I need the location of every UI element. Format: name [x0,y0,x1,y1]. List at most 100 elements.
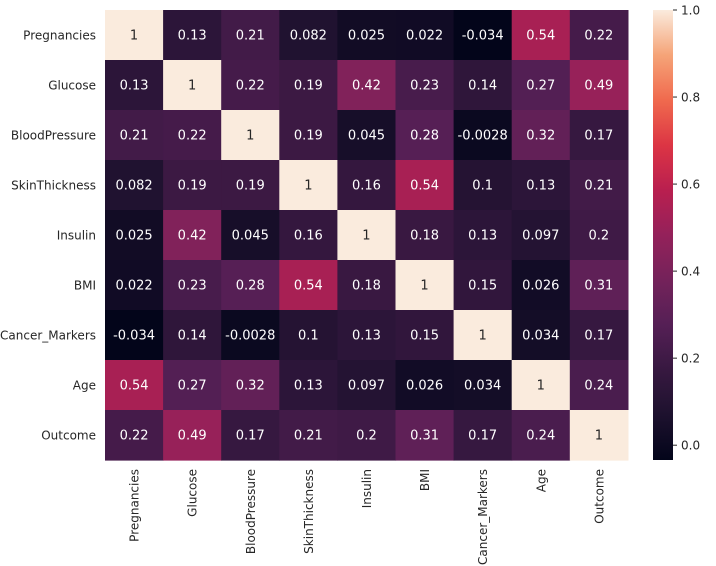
heatmap-cell [395,310,455,361]
heatmap-cell [569,60,629,111]
colorbar-tick-label: 0.0 [681,439,700,453]
y-axis-tick-labels: Pregnancies Glucose BloodPressure SkinThick… [0,29,96,443]
heatmap-cell [279,110,338,161]
cell-value-label: 0.24 [584,379,613,394]
heatmap-cell [105,410,164,461]
heatmap-cell [279,310,338,361]
cell-value-label: 0.034 [522,329,559,344]
heatmap-cell [105,160,164,211]
colorbar-tick-label: 0.8 [681,91,700,105]
cell-value-label: 0.045 [232,229,269,244]
heatmap-cell [163,160,222,211]
y-tick-label: SkinThickness [11,179,96,193]
heatmap-cell [569,410,629,461]
heatmap-cell [163,10,222,61]
cell-value-label: 0.17 [584,329,613,344]
y-tick-label: Outcome [41,429,96,443]
cell-value-label: 0.54 [526,29,555,44]
x-tick-label: BloodPressure [244,469,258,554]
heatmap-cell [279,160,338,211]
cell-value-label: 0.23 [178,279,207,294]
heatmap-cell [163,60,222,111]
heatmap-cell [279,410,338,461]
heatmap-cell [337,160,397,211]
cell-value-label: 0.27 [178,379,207,394]
cell-value-label: 0.27 [526,79,555,94]
heatmap-cell [395,160,455,211]
heatmap-cell [221,310,280,361]
cell-value-label: 0.32 [526,129,555,144]
cell-value-label: 0.21 [584,179,613,194]
y-tick-label: Insulin [57,229,96,243]
heatmap-cell [395,360,455,411]
heatmap-cell [105,110,164,161]
cell-value-label: 0.24 [526,429,555,444]
cell-value-label: 0.19 [294,79,323,94]
cell-value-label: 0.22 [236,79,265,94]
heatmap-annotations: 1 0.13 0.21 0.082 0.025 0.022 -0.034 0.54 0.220.… [113,29,613,444]
cell-value-label: 0.18 [352,279,381,294]
cell-value-label: 0.42 [352,79,381,94]
heatmap-cell [221,110,280,161]
heatmap-cell [395,110,455,161]
heatmap-cell [221,60,280,111]
cell-value-label: -0.034 [462,29,504,44]
heatmap-cell [279,60,338,111]
cell-value-label: 0.54 [410,179,439,194]
cell-value-label: 0.13 [294,379,323,394]
cell-value-label: 0.025 [115,229,152,244]
cell-value-label: 0.2 [356,429,377,444]
cell-value-label: 0.15 [468,279,497,294]
cell-value-label: 0.097 [522,229,559,244]
heatmap-cells [105,10,629,461]
cell-value-label: 0.19 [236,179,265,194]
heatmap-cell [511,210,571,261]
x-tick-label: Pregnancies [128,469,142,542]
heatmap-cell [511,360,571,411]
cell-value-label: 0.31 [584,279,613,294]
heatmap-cell [105,60,164,111]
cell-value-label: 0.32 [236,379,265,394]
cell-value-label: 0.2 [589,229,610,244]
y-tick-label: Age [73,379,96,393]
x-tick-label: Insulin [360,469,374,508]
colorbar: 0.0 0.2 0.4 0.6 0.8 1.0 [653,4,700,460]
cell-value-label: 1 [304,179,312,194]
heatmap-cell [163,410,222,461]
y-tick-label: Cancer_Markers [0,329,96,343]
heatmap-cell [511,310,571,361]
cell-value-label: 0.1 [298,329,319,344]
heatmap-cell [569,110,629,161]
heatmap-cell [453,60,513,111]
heatmap-cell [105,210,164,261]
heatmap-cell [105,260,164,311]
heatmap-cell [511,260,571,311]
y-tick-label: Pregnancies [23,29,96,43]
heatmap-cell [395,210,455,261]
colorbar-tick-label: 0.2 [681,352,700,366]
heatmap-cell [569,210,629,261]
cell-value-label: 0.22 [120,429,149,444]
colorbar-ticks: 0.0 0.2 0.4 0.6 0.8 1.0 [673,4,700,453]
cell-value-label: 1 [188,79,196,94]
cell-value-label: 0.17 [236,429,265,444]
cell-value-label: 0.18 [410,229,439,244]
cell-value-label: 1 [595,429,603,444]
heatmap-cell [163,260,222,311]
heatmap-cell [453,210,513,261]
cell-value-label: 0.17 [468,429,497,444]
cell-value-label: 0.19 [178,179,207,194]
heatmap-cell [163,360,222,411]
heatmap-cell [337,110,397,161]
cell-value-label: 0.49 [178,429,207,444]
heatmap-cell [337,60,397,111]
heatmap-cell [337,10,397,61]
heatmap-cell [279,360,338,411]
heatmap-cell [453,260,513,311]
heatmap-cell [105,360,164,411]
heatmap-cell [221,360,280,411]
cell-value-label: 0.097 [348,379,385,394]
x-tick-label: Cancer_Markers [476,469,490,565]
cell-value-label: 0.17 [584,129,613,144]
